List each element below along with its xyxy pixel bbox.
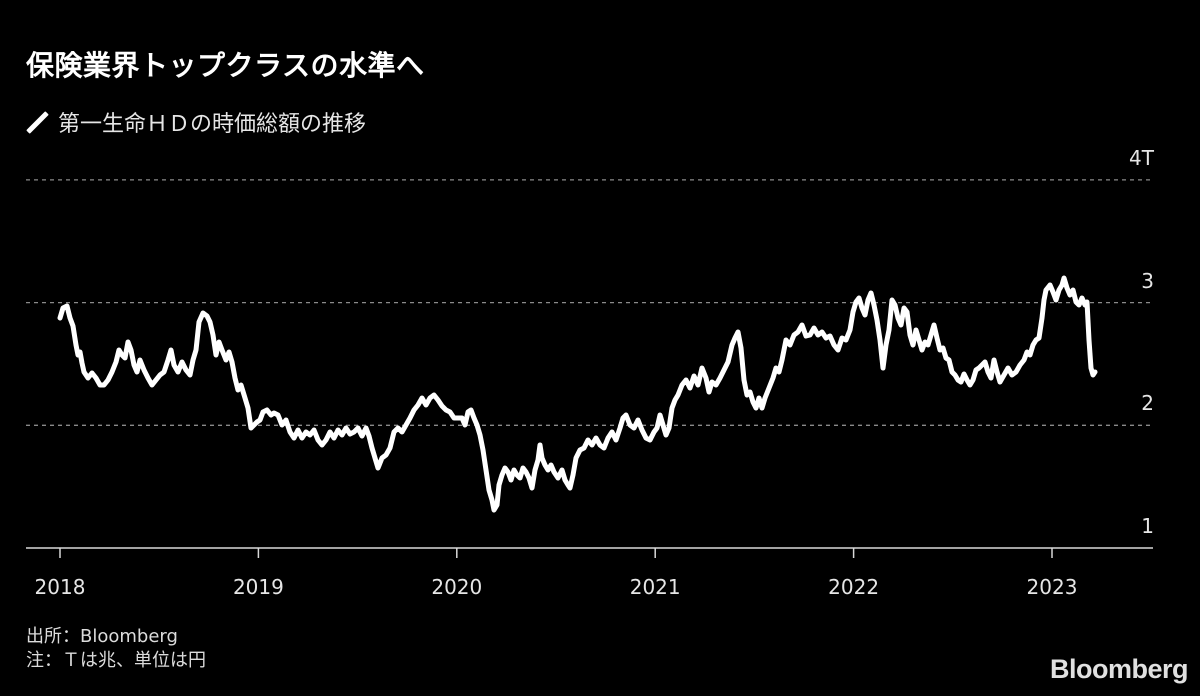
y-tick-label: 1 bbox=[1141, 514, 1154, 538]
legend-label: 第一生命ＨＤの時価総額の推移 bbox=[58, 112, 367, 137]
source-note: 出所：Bloomberg bbox=[26, 626, 178, 647]
x-tick-label: 2019 bbox=[232, 575, 284, 599]
x-tick-label: 2020 bbox=[431, 575, 483, 599]
unit-note: 注：Ｔは兆、単位は円 bbox=[26, 650, 206, 671]
x-tick-label: 2022 bbox=[828, 575, 880, 599]
y-tick-label: 2 bbox=[1141, 391, 1154, 416]
chart-title: 保険業界トップクラスの水準へ bbox=[26, 49, 425, 82]
x-tick-label: 2023 bbox=[1026, 575, 1078, 599]
legend: 第一生命ＨＤの時価総額の推移 bbox=[26, 106, 366, 138]
bloomberg-logo: Bloomberg bbox=[1049, 654, 1189, 684]
gridlines bbox=[26, 179, 1153, 426]
y-tick-label: 4T bbox=[1129, 145, 1154, 170]
x-tick-label: 2021 bbox=[629, 575, 681, 599]
market-cap-line bbox=[57, 275, 1098, 513]
y-tick-label: 3 bbox=[1141, 268, 1154, 293]
x-axis bbox=[26, 547, 1153, 558]
x-tick-label: 2018 bbox=[34, 575, 86, 599]
